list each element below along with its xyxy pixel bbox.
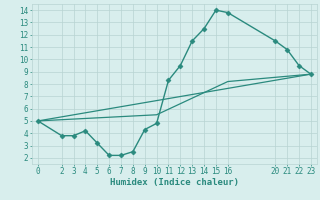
X-axis label: Humidex (Indice chaleur): Humidex (Indice chaleur): [110, 178, 239, 187]
